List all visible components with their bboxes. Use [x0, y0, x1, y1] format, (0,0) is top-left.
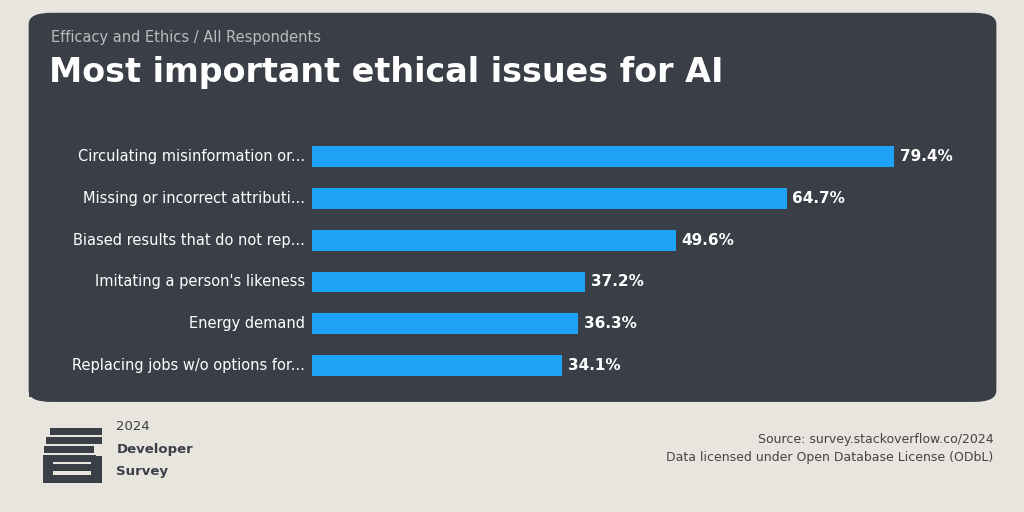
Text: 34.1%: 34.1%: [568, 358, 621, 373]
Text: Missing or incorrect attributi...: Missing or incorrect attributi...: [83, 191, 305, 206]
Text: Energy demand: Energy demand: [188, 316, 305, 331]
Bar: [43, 464, 99, 471]
Text: 37.2%: 37.2%: [591, 274, 644, 289]
Text: 36.3%: 36.3%: [585, 316, 637, 331]
Bar: [312, 230, 676, 251]
Bar: [50, 429, 101, 435]
Bar: [312, 355, 562, 376]
Bar: [46, 437, 101, 443]
Bar: [312, 188, 786, 209]
Bar: [312, 313, 579, 334]
Bar: [312, 146, 894, 167]
Text: 2024: 2024: [117, 420, 151, 433]
Text: Circulating misinformation or...: Circulating misinformation or...: [78, 150, 305, 164]
Text: Source: survey.stackoverflow.co/2024
Data licensed under Open Database License (: Source: survey.stackoverflow.co/2024 Dat…: [666, 433, 993, 464]
Text: Developer: Developer: [117, 443, 194, 456]
Bar: [43, 456, 53, 483]
Text: Most important ethical issues for AI: Most important ethical issues for AI: [49, 56, 724, 89]
Bar: [43, 475, 101, 483]
Text: Replacing jobs w/o options for...: Replacing jobs w/o options for...: [72, 358, 305, 373]
Text: 64.7%: 64.7%: [793, 191, 846, 206]
Bar: [43, 455, 96, 462]
Bar: [91, 456, 101, 483]
Text: Imitating a person's likeness: Imitating a person's likeness: [94, 274, 305, 289]
Text: 79.4%: 79.4%: [900, 150, 953, 164]
Text: Survey: Survey: [117, 465, 168, 478]
Text: 49.6%: 49.6%: [682, 233, 734, 248]
Bar: [44, 446, 94, 453]
Bar: [312, 271, 585, 292]
Text: Efficacy and Ethics / All Respondents: Efficacy and Ethics / All Respondents: [51, 30, 322, 45]
Text: Biased results that do not rep...: Biased results that do not rep...: [73, 233, 305, 248]
